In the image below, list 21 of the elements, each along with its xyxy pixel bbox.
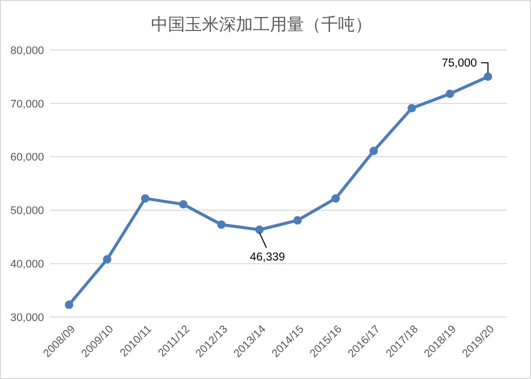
y-tick-label: 60,000 — [10, 152, 44, 164]
point — [370, 146, 378, 156]
data-label: 46,339 — [250, 252, 286, 264]
y-tick-label: 80,000 — [10, 44, 44, 57]
y-tick-label: 50,000 — [10, 205, 44, 218]
point — [179, 200, 188, 209]
point — [293, 216, 302, 225]
y-tick-label: 70,000 — [10, 98, 44, 110]
y-tick-label: 40,000 — [10, 258, 44, 270]
point — [446, 90, 454, 98]
point — [255, 226, 264, 234]
point — [408, 104, 416, 112]
point — [64, 300, 74, 309]
point — [217, 220, 226, 229]
point — [484, 72, 492, 81]
point — [141, 194, 150, 203]
point — [331, 194, 340, 203]
chart-title: 中国玉米深加工用量（千吨） — [151, 15, 372, 34]
point — [102, 255, 112, 264]
y-tick-label: 30,000 — [10, 312, 44, 324]
data-label: 75,000 — [442, 58, 477, 70]
